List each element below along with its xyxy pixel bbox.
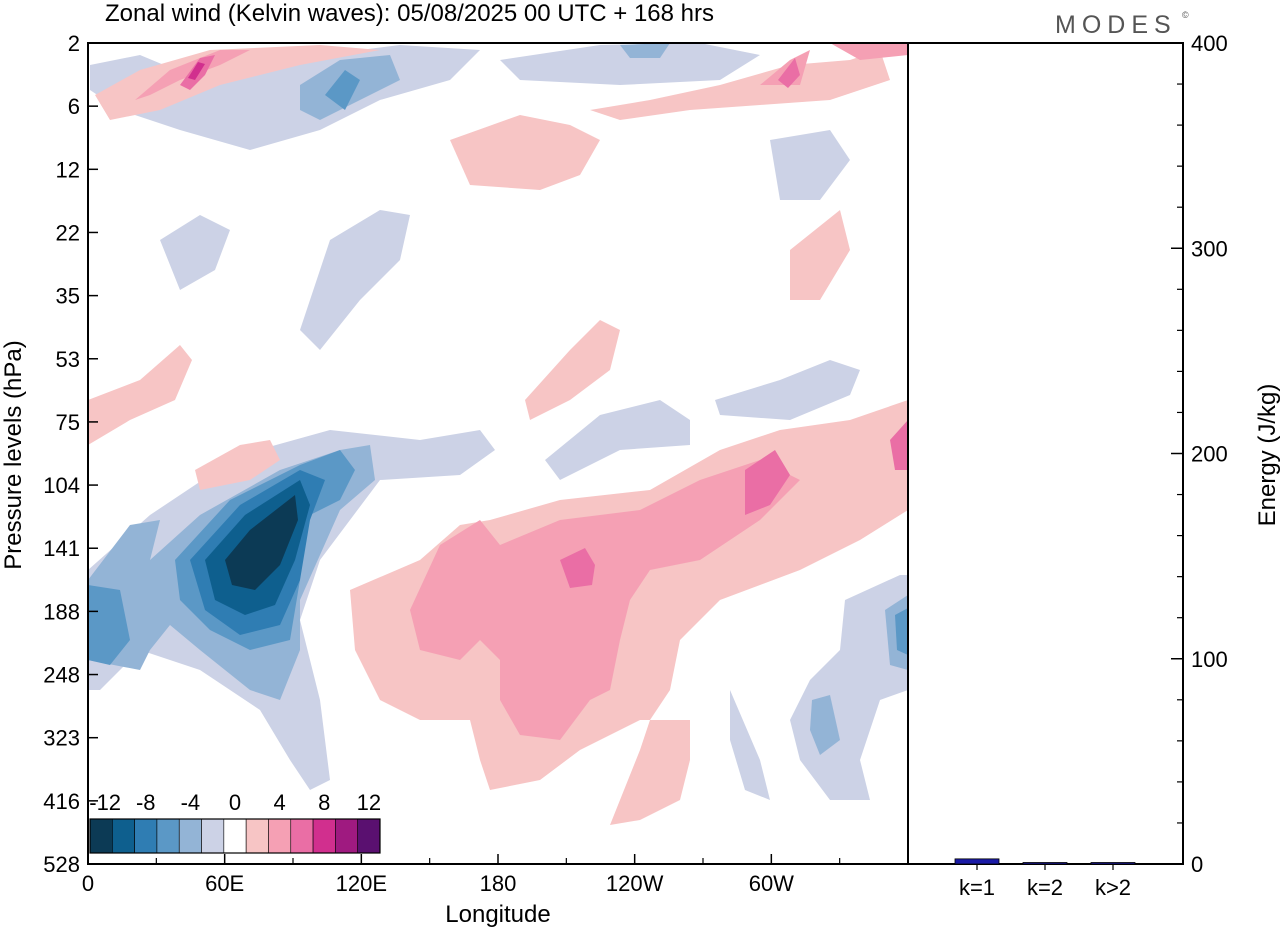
y-tick-label: 22 — [56, 220, 80, 245]
contour-pos-2-right-edge — [890, 420, 908, 470]
contour-neg-2-mid-e — [715, 360, 860, 420]
y-tick-label: 12 — [56, 157, 80, 182]
energy-axis-label: Energy (J/kg) — [1254, 384, 1280, 527]
contour-pos-4-main — [410, 460, 800, 740]
colorbar-label: 12 — [357, 790, 381, 815]
x-tick-label: 60E — [205, 871, 244, 896]
contour-neg-4-west — [88, 585, 130, 665]
colorbar-swatch — [223, 818, 247, 854]
x-tick-label: 120E — [336, 871, 387, 896]
contour-neg-2-mid-c — [770, 130, 850, 200]
energy-tick-label: 400 — [1191, 31, 1228, 56]
energy-category-label: k=1 — [959, 875, 995, 900]
y-tick-label: 75 — [56, 410, 80, 435]
brand-mark: © — [1182, 10, 1189, 20]
x-tick-label: 120W — [606, 871, 664, 896]
y-tick-label: 188 — [43, 599, 80, 624]
contour-pos-8-upper-b — [188, 62, 205, 80]
contour-pos-6-a — [560, 548, 595, 588]
colorbar-swatch — [89, 818, 113, 854]
colorbar-swatch — [357, 818, 381, 854]
x-axis: 0 60E 120E 180 120W 60W — [82, 854, 841, 896]
x-axis-label: Longitude — [445, 901, 550, 928]
colorbar-swatch — [335, 818, 358, 854]
y-tick-label: 141 — [43, 536, 80, 561]
contour-neg-6-east-low — [895, 608, 908, 655]
energy-bar — [1022, 862, 1068, 865]
energy-plot-frame — [907, 42, 1184, 865]
contour-pos-6-b — [745, 450, 790, 515]
energy-category-label: k=2 — [1027, 875, 1063, 900]
y-tick-label: 2 — [68, 31, 80, 56]
energy-axis: 0 100 200 300 400 — [1171, 31, 1228, 877]
energy-tick-label: 200 — [1191, 442, 1228, 467]
energy-category-label: k>2 — [1095, 875, 1131, 900]
colorbar-swatch — [112, 818, 135, 854]
energy-bars: k=1 k=2 k>2 — [954, 858, 1136, 900]
contour-neg-4-upper-b — [620, 43, 670, 58]
y-axis: 2 6 12 22 35 53 75 104 141 188 248 323 416 528 — [43, 31, 98, 877]
contour-pos-6-upper-c — [778, 58, 800, 88]
contour-neg-4-lower-blob — [810, 695, 840, 755]
contour-pos-2-mid-a — [525, 320, 620, 420]
colorbar-frame — [89, 818, 381, 854]
chart-title: Zonal wind (Kelvin waves): 05/08/2025 00… — [105, 0, 714, 27]
y-axis-label: Pressure levels (hPa) — [0, 340, 27, 569]
colorbar-label: -8 — [136, 790, 156, 815]
y-tick-label: 323 — [43, 726, 80, 751]
contour-pos-2-upper-b — [95, 45, 380, 120]
contour-pos-2-mid-d — [790, 210, 850, 300]
energy-tick-label: 300 — [1191, 236, 1228, 261]
x-tick-label: 180 — [480, 871, 517, 896]
colorbar-label: 0 — [229, 790, 241, 815]
y-tick-label: 248 — [43, 663, 80, 688]
colorbar-swatch — [312, 818, 336, 854]
colorbar-swatch — [268, 818, 292, 854]
colorbar-swatch — [201, 818, 225, 854]
y-tick-label: 104 — [43, 473, 80, 498]
colorbar-label: 8 — [318, 790, 330, 815]
contour-pos-2-upper-d — [830, 43, 908, 60]
y-tick-label: 528 — [43, 852, 80, 877]
colorbar-swatch — [156, 818, 180, 854]
contour-neg-2-upper-b — [500, 43, 760, 85]
contour-neg-6-upper-a — [325, 70, 360, 110]
colorbar-label: -12 — [89, 790, 121, 815]
colorbar-swatch — [178, 818, 202, 854]
contour-neg-2-mid-b — [300, 210, 410, 350]
contour-field — [88, 43, 908, 864]
energy-bar — [1090, 862, 1136, 865]
energy-tick-label: 100 — [1191, 647, 1228, 672]
colorbar-swatch — [134, 818, 158, 854]
contour-pos-2-upper-a — [450, 115, 600, 190]
contour-neg-2-low-strip — [730, 690, 770, 800]
colorbar-swatch — [290, 818, 314, 854]
contour-neg-2-mid-a — [160, 215, 230, 290]
x-tick-label: 0 — [82, 871, 94, 896]
x-tick-label: 60W — [749, 871, 794, 896]
y-tick-label: 6 — [68, 94, 80, 119]
contour-pos-2-mid-c — [88, 345, 192, 445]
colorbar-label: 4 — [273, 790, 285, 815]
brand-logo: MODES — [1055, 11, 1177, 39]
y-tick-label: 416 — [43, 789, 80, 814]
colorbar-swatch — [245, 818, 269, 854]
energy-bar — [954, 858, 1000, 865]
colorbar-label: -4 — [181, 790, 201, 815]
energy-tick-label: 0 — [1191, 852, 1203, 877]
contour-pos-2-mid-b — [195, 440, 280, 490]
contour-neg-2-mid-d — [545, 400, 690, 480]
y-tick-label: 35 — [56, 284, 80, 309]
colorbar: -12 -8 -4 0 4 8 12 — [89, 790, 381, 854]
y-tick-label: 53 — [56, 347, 80, 372]
contour-neg-14-core — [225, 495, 298, 590]
contour-pos-2-upper-c — [590, 50, 890, 120]
